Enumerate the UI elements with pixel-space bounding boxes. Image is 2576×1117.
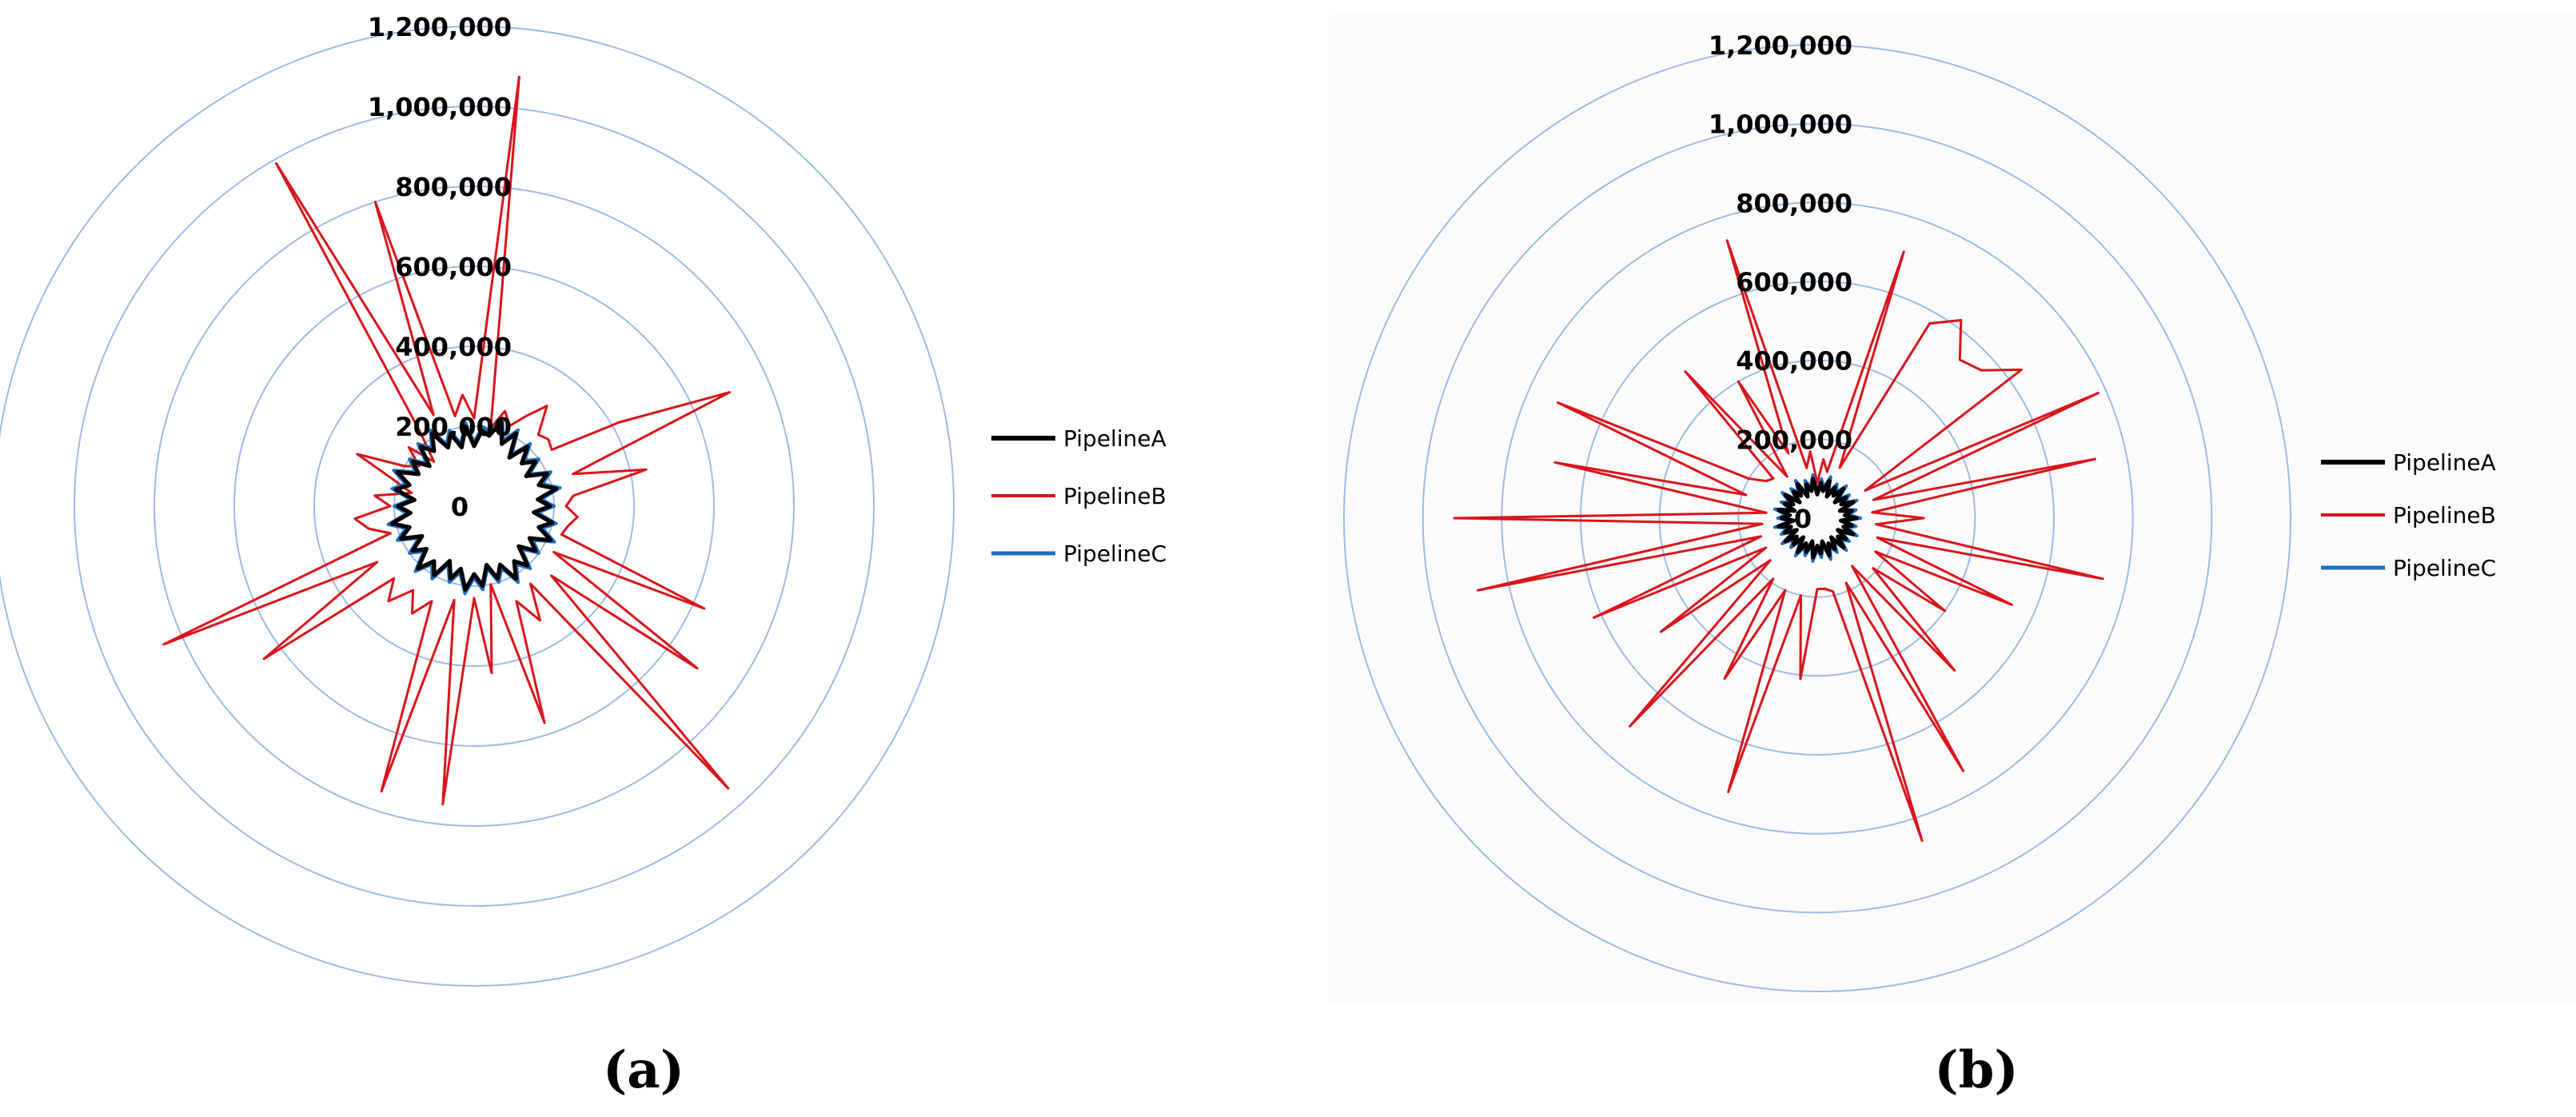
series-pipelinea xyxy=(389,420,559,592)
grid-ring xyxy=(233,265,715,747)
series-pipelineb xyxy=(1453,239,2104,842)
grid-ring xyxy=(0,26,955,987)
tick-label: 200,000 xyxy=(1736,425,1852,455)
tick-label: 600,000 xyxy=(1736,267,1852,297)
series-layer-b xyxy=(1453,239,2104,842)
tick-label: 200,000 xyxy=(395,412,512,442)
legend-label-pipeline-a: PipelineA xyxy=(2393,449,2496,476)
legend-label-pipeline-b: PipelineB xyxy=(1063,483,1166,509)
legend-a: PipelineA PipelineB PipelineC xyxy=(991,425,1166,567)
legend-label-pipeline-b: PipelineB xyxy=(2393,502,2496,529)
tick-label: 800,000 xyxy=(395,172,512,202)
series-pipelinea xyxy=(1776,477,1859,560)
tick-label: 1,000,000 xyxy=(368,92,512,122)
grid-rings-a xyxy=(0,26,955,987)
grid-ring xyxy=(1737,438,1897,598)
tick-label: 1,200,000 xyxy=(1709,30,1852,61)
tick-label: 1,000,000 xyxy=(1709,110,1852,140)
tick-labels-a: 0 200,000 400,000 600,000 800,000 1,000,… xyxy=(368,12,512,522)
series-pipelineb xyxy=(162,75,732,806)
legend-label-pipeline-c: PipelineC xyxy=(1063,541,1166,567)
tick-label: 0 xyxy=(451,492,469,522)
grid-ring xyxy=(1658,359,1976,677)
legend-label-pipeline-c: PipelineC xyxy=(2393,555,2496,581)
series-layer-a xyxy=(162,75,732,806)
grid-rings-b xyxy=(1343,44,2291,992)
tick-label: 1,200,000 xyxy=(368,12,512,42)
radar-chart-a: 0 200,000 400,000 600,000 800,000 1,000,… xyxy=(0,12,1166,1100)
radar-chart-b: 0 200,000 400,000 600,000 800,000 1,000,… xyxy=(1343,30,2496,1100)
tick-label: 800,000 xyxy=(1736,188,1852,218)
grid-ring xyxy=(1343,44,2291,992)
grid-ring xyxy=(1422,122,2213,914)
tick-label: 600,000 xyxy=(395,252,512,282)
legend-b: PipelineA PipelineB PipelineC xyxy=(2321,449,2496,581)
grid-ring xyxy=(74,106,875,907)
legend-label-pipeline-a: PipelineA xyxy=(1063,425,1166,452)
panel-label-a: (a) xyxy=(603,1040,684,1100)
panel-label-b: (b) xyxy=(1934,1040,2018,1100)
tick-labels-b: 0 200,000 400,000 600,000 800,000 1,000,… xyxy=(1709,30,1852,534)
grid-ring xyxy=(313,345,635,667)
grid-ring xyxy=(154,186,795,827)
grid-ring xyxy=(1580,281,2055,756)
panel-b-background xyxy=(1329,14,2576,1004)
tick-label: 0 xyxy=(1794,504,1812,534)
tick-label: 400,000 xyxy=(395,332,512,362)
tick-label: 400,000 xyxy=(1736,346,1852,377)
